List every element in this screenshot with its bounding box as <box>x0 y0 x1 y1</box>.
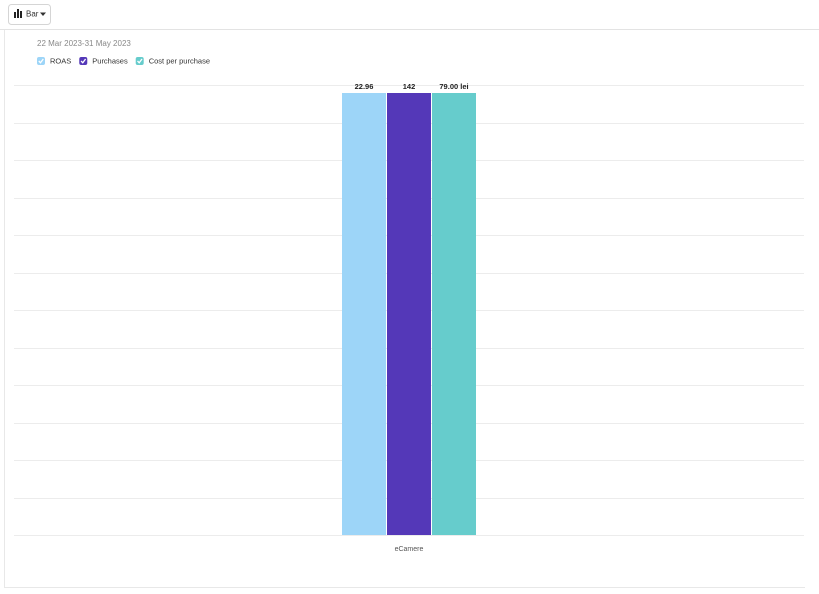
legend-item[interactable]: Purchases <box>79 56 128 65</box>
chart-type-label: Bar <box>26 10 39 19</box>
legend-check <box>38 58 44 64</box>
date-range: 22 Mar 2023-31 May 2023 <box>37 39 131 48</box>
legend-check <box>137 58 143 64</box>
legend: ROAS Purchases Cost per purchase <box>37 56 210 65</box>
legend-check <box>80 58 87 64</box>
legend-label: Cost per purchase <box>149 56 210 65</box>
legend-label: Purchases <box>92 56 128 65</box>
bar <box>342 93 386 535</box>
bar <box>432 93 476 535</box>
bar <box>387 93 431 535</box>
data-label: 79.00 lei <box>439 82 468 91</box>
legend-checkbox <box>79 57 88 65</box>
data-label: 142 <box>403 82 416 91</box>
x-tick-label: eCamere <box>395 546 424 553</box>
legend-checkbox <box>37 57 45 65</box>
data-label: 22.96 <box>355 82 374 91</box>
dropdown-arrow <box>40 12 46 16</box>
legend-checkbox <box>135 57 144 65</box>
legend-item[interactable]: Cost per purchase <box>135 56 210 65</box>
legend-label: ROAS <box>50 56 71 65</box>
plot: 22.96 142 79.00 lei eCamere <box>342 82 476 553</box>
legend-item[interactable]: ROAS <box>37 56 71 65</box>
bar-icon <box>14 9 22 18</box>
card-border <box>4 30 805 588</box>
